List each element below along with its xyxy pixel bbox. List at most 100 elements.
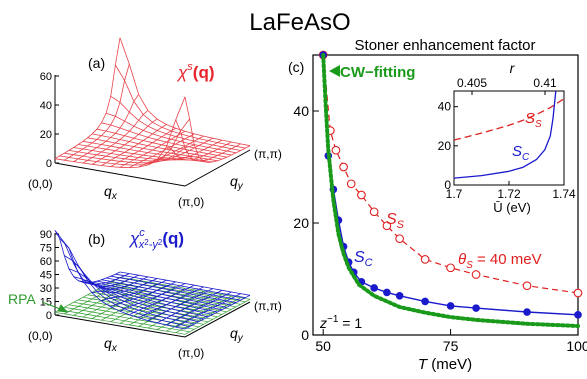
panel-b-rpa-line [119,276,251,300]
panel-b-mesh-line [110,275,241,301]
panel-c-ss-point [395,234,404,244]
panel-a-mesh-line [82,110,149,164]
panel-c-sc-point [421,297,429,306]
panel-a: 0 20 40 60 (a) χs(q) (0,0) (π,0) (π,π) qx q… [28,37,282,209]
inset-ytick-label: 40 [438,100,452,114]
panel-c-sc-point [395,292,404,300]
panel-c-ss-point [357,190,366,200]
inset-xtick-label: 1.7 [446,187,463,201]
panel-a-label: (a) [88,55,105,71]
inset-series-ss-line [453,98,565,141]
panel-c-ss-point [331,145,341,155]
panel-b-surface-mesh [54,230,251,330]
panel-b-mesh-line [166,291,232,326]
panel-b-z-tick-label: 30 [40,283,52,295]
panel-b-z-tick-label: 45 [40,270,52,282]
inset-ytick-label: 20 [438,139,452,153]
panel-b-mesh-line [184,294,251,330]
figure-title: LaFeAsO [249,9,350,36]
panel-c-sc-point [472,304,480,312]
panel-c-sc-point [370,284,378,292]
panel-a-corner-origin: (0,0) [28,177,53,191]
panel-c-ytick-label: 20 [293,215,309,231]
panel-b-mesh-line [96,280,227,308]
panel-a-mesh-line [166,141,232,161]
panel-c-ytick-label: 0 [301,327,309,343]
panel-c-sc-point [446,302,455,310]
panel-c: Stoner enhancement factor (c) 50 75 100 0 20… [288,37,587,373]
panel-b-rpa-line [184,298,251,335]
panel-b-z-tick-label: 60 [40,256,52,268]
panel-c-ss-point [339,162,348,172]
panel-c-ticks: 50 75 100 0 20 40 [293,103,587,354]
panel-a-corner-y: (π,π) [254,147,282,161]
panel-b-corner-y: (π,π) [254,299,282,313]
panel-b-rpa-label: RPA [8,291,36,307]
panel-c-xtick-label: 100 [566,338,587,354]
panel-c-xtick-label: 50 [315,338,331,354]
panel-c-sc-point [383,288,391,297]
panel-b-mesh-line [87,282,218,313]
panel-b-label: (b) [88,231,105,247]
panel-a-mesh-line [115,64,246,149]
inset-xtick-label: 1.74 [552,187,576,201]
inset-xlabel: Ū (eV) [493,200,531,215]
panel-c-sc-point [523,308,531,316]
panel-a-mesh-line [138,135,204,168]
panel-b-rpa-line [92,291,223,315]
panel-c-xtick-label: 75 [443,338,459,354]
panel-a-mesh-line [105,112,237,154]
panel-b-corner-x: (π,0) [178,346,204,360]
panel-b-z-tick-label: 75 [40,243,52,255]
panel-c-cw-arrow [329,65,340,77]
panel-c-series-cwfitting-line [321,53,580,328]
panel-a-z-tick-label: 20 [40,129,52,141]
panel-b-mesh-line [92,281,223,311]
inset-top-tick-label: 0.405 [457,76,487,90]
panel-a-symbol: χs(q) [176,61,215,82]
panel-c-ss-label: SS [386,211,405,231]
panel-c-title: Stoner enhancement factor [355,37,536,54]
panel-a-z-ticks: 0 20 40 60 [40,71,59,170]
panel-b-axis-x: qx [104,335,118,354]
panel-b-mesh-line [156,289,223,324]
panel-c-ss-point [382,221,392,231]
panel-c-ss-point [446,263,455,273]
panel-b-z-tick-label: 90 [40,229,52,241]
inset-ytick-label: 0 [444,178,451,192]
panel-a-mesh-line [54,96,186,169]
panel-a-mesh-line [129,133,195,168]
inset-sc-label: SC [512,143,530,163]
panel-c-ss-point [573,288,583,298]
panel-c-theta-label: θS = 40 meV [458,251,542,271]
inset-ss-label: SS [525,110,542,130]
panel-b-mesh-line [138,286,204,319]
panel-b-rpa-line [110,281,241,305]
panel-b-axis-y: qy [230,325,244,344]
panel-c-ytick-label: 40 [293,103,309,119]
panel-b-rpa-line [175,297,241,334]
panel-b-mesh-line [129,284,195,316]
panel-a-mesh-line [147,137,214,166]
panel-a-mesh-line [175,119,241,162]
inset-ticks: 1.7 1.72 1.74 0 20 40 0.405 0.41 [438,76,576,201]
panel-c-sc-label: SC [354,249,373,269]
panel-b-mesh-line [147,288,214,321]
panel-a-z-tick-label: 60 [40,71,52,83]
panel-c-ss-point [369,207,379,217]
panel-a-surface-mesh [54,37,251,169]
panel-b-mesh-line [101,279,232,306]
panel-b-z-tick-label: 15 [40,297,52,309]
panel-b-symbol: χc x2-y2(q) [128,227,184,251]
panel-c-xlabel: T (meV) [418,356,472,373]
panel-c-ss-point [522,281,532,291]
panel-a-mesh-line [119,37,251,147]
inset-frame [453,90,565,186]
panel-c-z-label: z−1 = 1 [319,314,362,331]
panel-a-z-tick-label: 40 [40,100,52,112]
panel-b-rpa-line [106,284,237,308]
panel-a-mesh-line [101,122,232,156]
panel-a-mesh-line [92,133,223,160]
